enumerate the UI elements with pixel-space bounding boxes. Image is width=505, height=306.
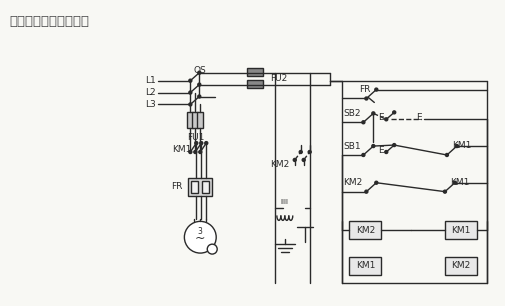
Bar: [349, 257, 381, 275]
Bar: [444, 257, 476, 275]
Circle shape: [194, 142, 197, 144]
Circle shape: [188, 151, 191, 154]
Circle shape: [364, 190, 367, 193]
Text: KM2: KM2: [269, 160, 288, 170]
Text: KM1: KM1: [449, 178, 468, 187]
Text: KM1: KM1: [450, 226, 470, 235]
Circle shape: [197, 95, 200, 98]
Circle shape: [188, 79, 191, 82]
Bar: [246, 68, 263, 76]
Text: KM1: KM1: [451, 140, 470, 150]
Text: FU1: FU1: [186, 132, 204, 142]
Bar: [197, 112, 203, 128]
Text: KM1: KM1: [355, 261, 374, 271]
Circle shape: [374, 181, 377, 184]
Circle shape: [293, 159, 295, 162]
Circle shape: [298, 151, 301, 154]
Text: E: E: [378, 113, 383, 122]
Bar: [187, 112, 193, 128]
Bar: [191, 181, 198, 193]
Circle shape: [207, 244, 217, 254]
Circle shape: [444, 154, 447, 156]
Text: E: E: [378, 146, 383, 155]
Bar: [444, 221, 476, 239]
Circle shape: [184, 221, 216, 253]
Circle shape: [193, 151, 196, 154]
Circle shape: [452, 181, 456, 184]
Text: QS: QS: [193, 66, 206, 75]
Text: SB2: SB2: [343, 109, 360, 118]
Text: FR: FR: [359, 85, 370, 94]
Circle shape: [454, 144, 458, 147]
Text: FR: FR: [171, 182, 182, 191]
Circle shape: [371, 112, 374, 115]
Circle shape: [301, 159, 305, 162]
Text: ~: ~: [194, 232, 205, 245]
Text: KM1: KM1: [172, 144, 191, 154]
Circle shape: [364, 97, 367, 100]
Text: L2: L2: [144, 88, 155, 97]
Circle shape: [361, 154, 364, 156]
Circle shape: [384, 118, 387, 121]
Circle shape: [371, 144, 374, 147]
Circle shape: [205, 142, 208, 144]
Circle shape: [197, 83, 200, 86]
Text: L3: L3: [144, 100, 155, 109]
Bar: [246, 80, 263, 88]
Bar: [188, 178, 212, 196]
Circle shape: [199, 142, 203, 144]
Circle shape: [188, 91, 191, 94]
Text: E: E: [415, 113, 421, 122]
Text: SB1: SB1: [343, 142, 361, 151]
Text: 电磁抱闸通电制动接线: 电磁抱闸通电制动接线: [9, 15, 89, 28]
Text: L1: L1: [144, 76, 155, 85]
Circle shape: [392, 144, 395, 147]
Circle shape: [361, 121, 364, 124]
Bar: [202, 181, 209, 193]
Circle shape: [374, 88, 377, 91]
Circle shape: [442, 190, 445, 193]
Circle shape: [308, 151, 311, 154]
Text: KM2: KM2: [355, 226, 374, 235]
Text: KM2: KM2: [343, 178, 362, 187]
Text: FU2: FU2: [269, 74, 287, 83]
Bar: [192, 112, 198, 128]
Circle shape: [198, 151, 201, 154]
Text: KM2: KM2: [450, 261, 470, 271]
Circle shape: [392, 111, 395, 114]
Circle shape: [197, 71, 200, 74]
Circle shape: [188, 103, 191, 106]
Bar: [349, 221, 381, 239]
Text: 3: 3: [197, 227, 203, 236]
Text: llll: llll: [280, 199, 288, 204]
Circle shape: [384, 151, 387, 154]
